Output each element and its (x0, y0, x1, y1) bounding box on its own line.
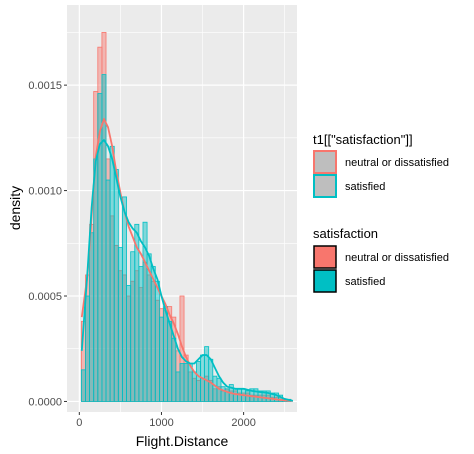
y-tick-label: 0.0000 (28, 396, 62, 408)
legend-fill-label-satisfied: satisfied (345, 181, 385, 193)
y-tick-label: 0.0010 (28, 186, 62, 198)
histogram-bar-satisfied (179, 363, 185, 402)
legend-line-title: satisfaction (313, 226, 378, 241)
x-tick-label: 2000 (231, 417, 255, 429)
histogram-bar-satisfied (191, 371, 197, 402)
legend-line-swatch-neutral (313, 245, 337, 269)
histogram-bar-satisfied (171, 337, 177, 402)
histogram-bar-satisfied (163, 306, 169, 402)
histogram-bar-satisfied (138, 266, 144, 402)
density-curves (80, 117, 294, 402)
legend-line-label-neutral: neutral or dissatisfied (345, 252, 449, 264)
density-line-neutral (80, 117, 293, 402)
histogram-bar-satisfied (159, 316, 164, 402)
x-tick-label: 1000 (149, 417, 173, 429)
histogram-bar-satisfied (208, 358, 214, 402)
histogram-bar-satisfied (146, 253, 152, 402)
histogram-bar-satisfied (85, 295, 90, 402)
density-line-satisfied (80, 139, 294, 402)
histogram-bar-satisfied (113, 169, 119, 402)
legend-line-swatch-satisfied (313, 269, 337, 293)
x-axis-title: Flight.Distance (136, 433, 229, 449)
histogram-bar-satisfied (195, 360, 201, 402)
y-axis-title: density (7, 186, 23, 230)
histogram-bar-satisfied (80, 369, 86, 402)
histogram-bar-satisfied (183, 363, 189, 402)
y-tick-label: 0.0015 (28, 80, 62, 92)
histogram-bar-satisfied (89, 232, 95, 402)
histogram-bar-satisfied (122, 196, 127, 402)
histogram-bar-satisfied (126, 285, 132, 402)
x-tick-label: 0 (76, 417, 82, 429)
legend-fill-label-neutral: neutral or dissatisfied (345, 157, 449, 169)
histogram-bar-satisfied (117, 247, 123, 402)
histogram-bar-satisfied (130, 251, 136, 402)
histogram-bar-satisfied (154, 280, 160, 402)
minor-gridlines (67, 5, 297, 412)
y-tick-label: 0.0005 (28, 291, 62, 303)
histogram-bar-satisfied (167, 320, 173, 402)
histogram-bar-satisfied (175, 371, 181, 402)
axis-ticks: 0 1000 2000 0.0000 0.0005 0.0010 0.0015 (28, 80, 256, 429)
histogram-bar-satisfied (109, 145, 115, 402)
legend-fill-swatch-neutral (313, 150, 337, 174)
histogram-bar-satisfied (150, 266, 156, 402)
histogram-bar-satisfied (93, 158, 99, 402)
histogram-bar-satisfied (105, 179, 111, 402)
legend-fill-title: t1[["satisfaction"]] (313, 132, 413, 147)
histogram-bar-satisfied (212, 375, 218, 402)
legend-line-label-satisfied: satisfied (345, 276, 385, 288)
legend-fill-swatch-satisfied (313, 174, 337, 198)
